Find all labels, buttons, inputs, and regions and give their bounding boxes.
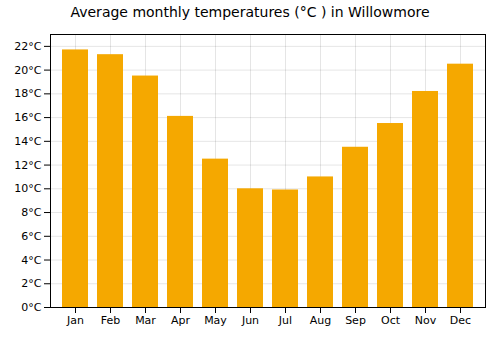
svg-text:Oct: Oct [381, 314, 401, 327]
svg-text:18°C: 18°C [14, 87, 41, 100]
svg-text:8°C: 8°C [21, 206, 41, 219]
svg-text:Sep: Sep [345, 314, 366, 327]
svg-text:Mar: Mar [135, 314, 156, 327]
svg-text:Dec: Dec [450, 314, 471, 327]
svg-text:16°C: 16°C [14, 111, 41, 124]
svg-text:10°C: 10°C [14, 182, 41, 195]
svg-text:Feb: Feb [101, 314, 120, 327]
svg-text:0°C: 0°C [21, 301, 41, 314]
svg-text:20°C: 20°C [14, 64, 41, 77]
svg-text:Apr: Apr [171, 314, 191, 327]
html-text:Average monthly temperatures (: Average monthly temperatures (°C ) in Wi… [70, 4, 430, 20]
svg-text:Jun: Jun [241, 314, 259, 327]
svg-text:6°C: 6°C [21, 230, 41, 243]
svg-text:Nov: Nov [415, 314, 437, 327]
svg-text:Aug: Aug [310, 314, 331, 327]
svg-text:12°C: 12°C [14, 159, 41, 172]
svg-text:Jan: Jan [66, 314, 84, 327]
svg-text:22°C: 22°C [14, 40, 41, 53]
svg-text:4°C: 4°C [21, 254, 41, 267]
svg-text:May: May [204, 314, 227, 327]
svg-text:14°C: 14°C [14, 135, 41, 148]
svg-text:Jul: Jul [278, 314, 292, 327]
svg-text:2°C: 2°C [21, 277, 41, 290]
